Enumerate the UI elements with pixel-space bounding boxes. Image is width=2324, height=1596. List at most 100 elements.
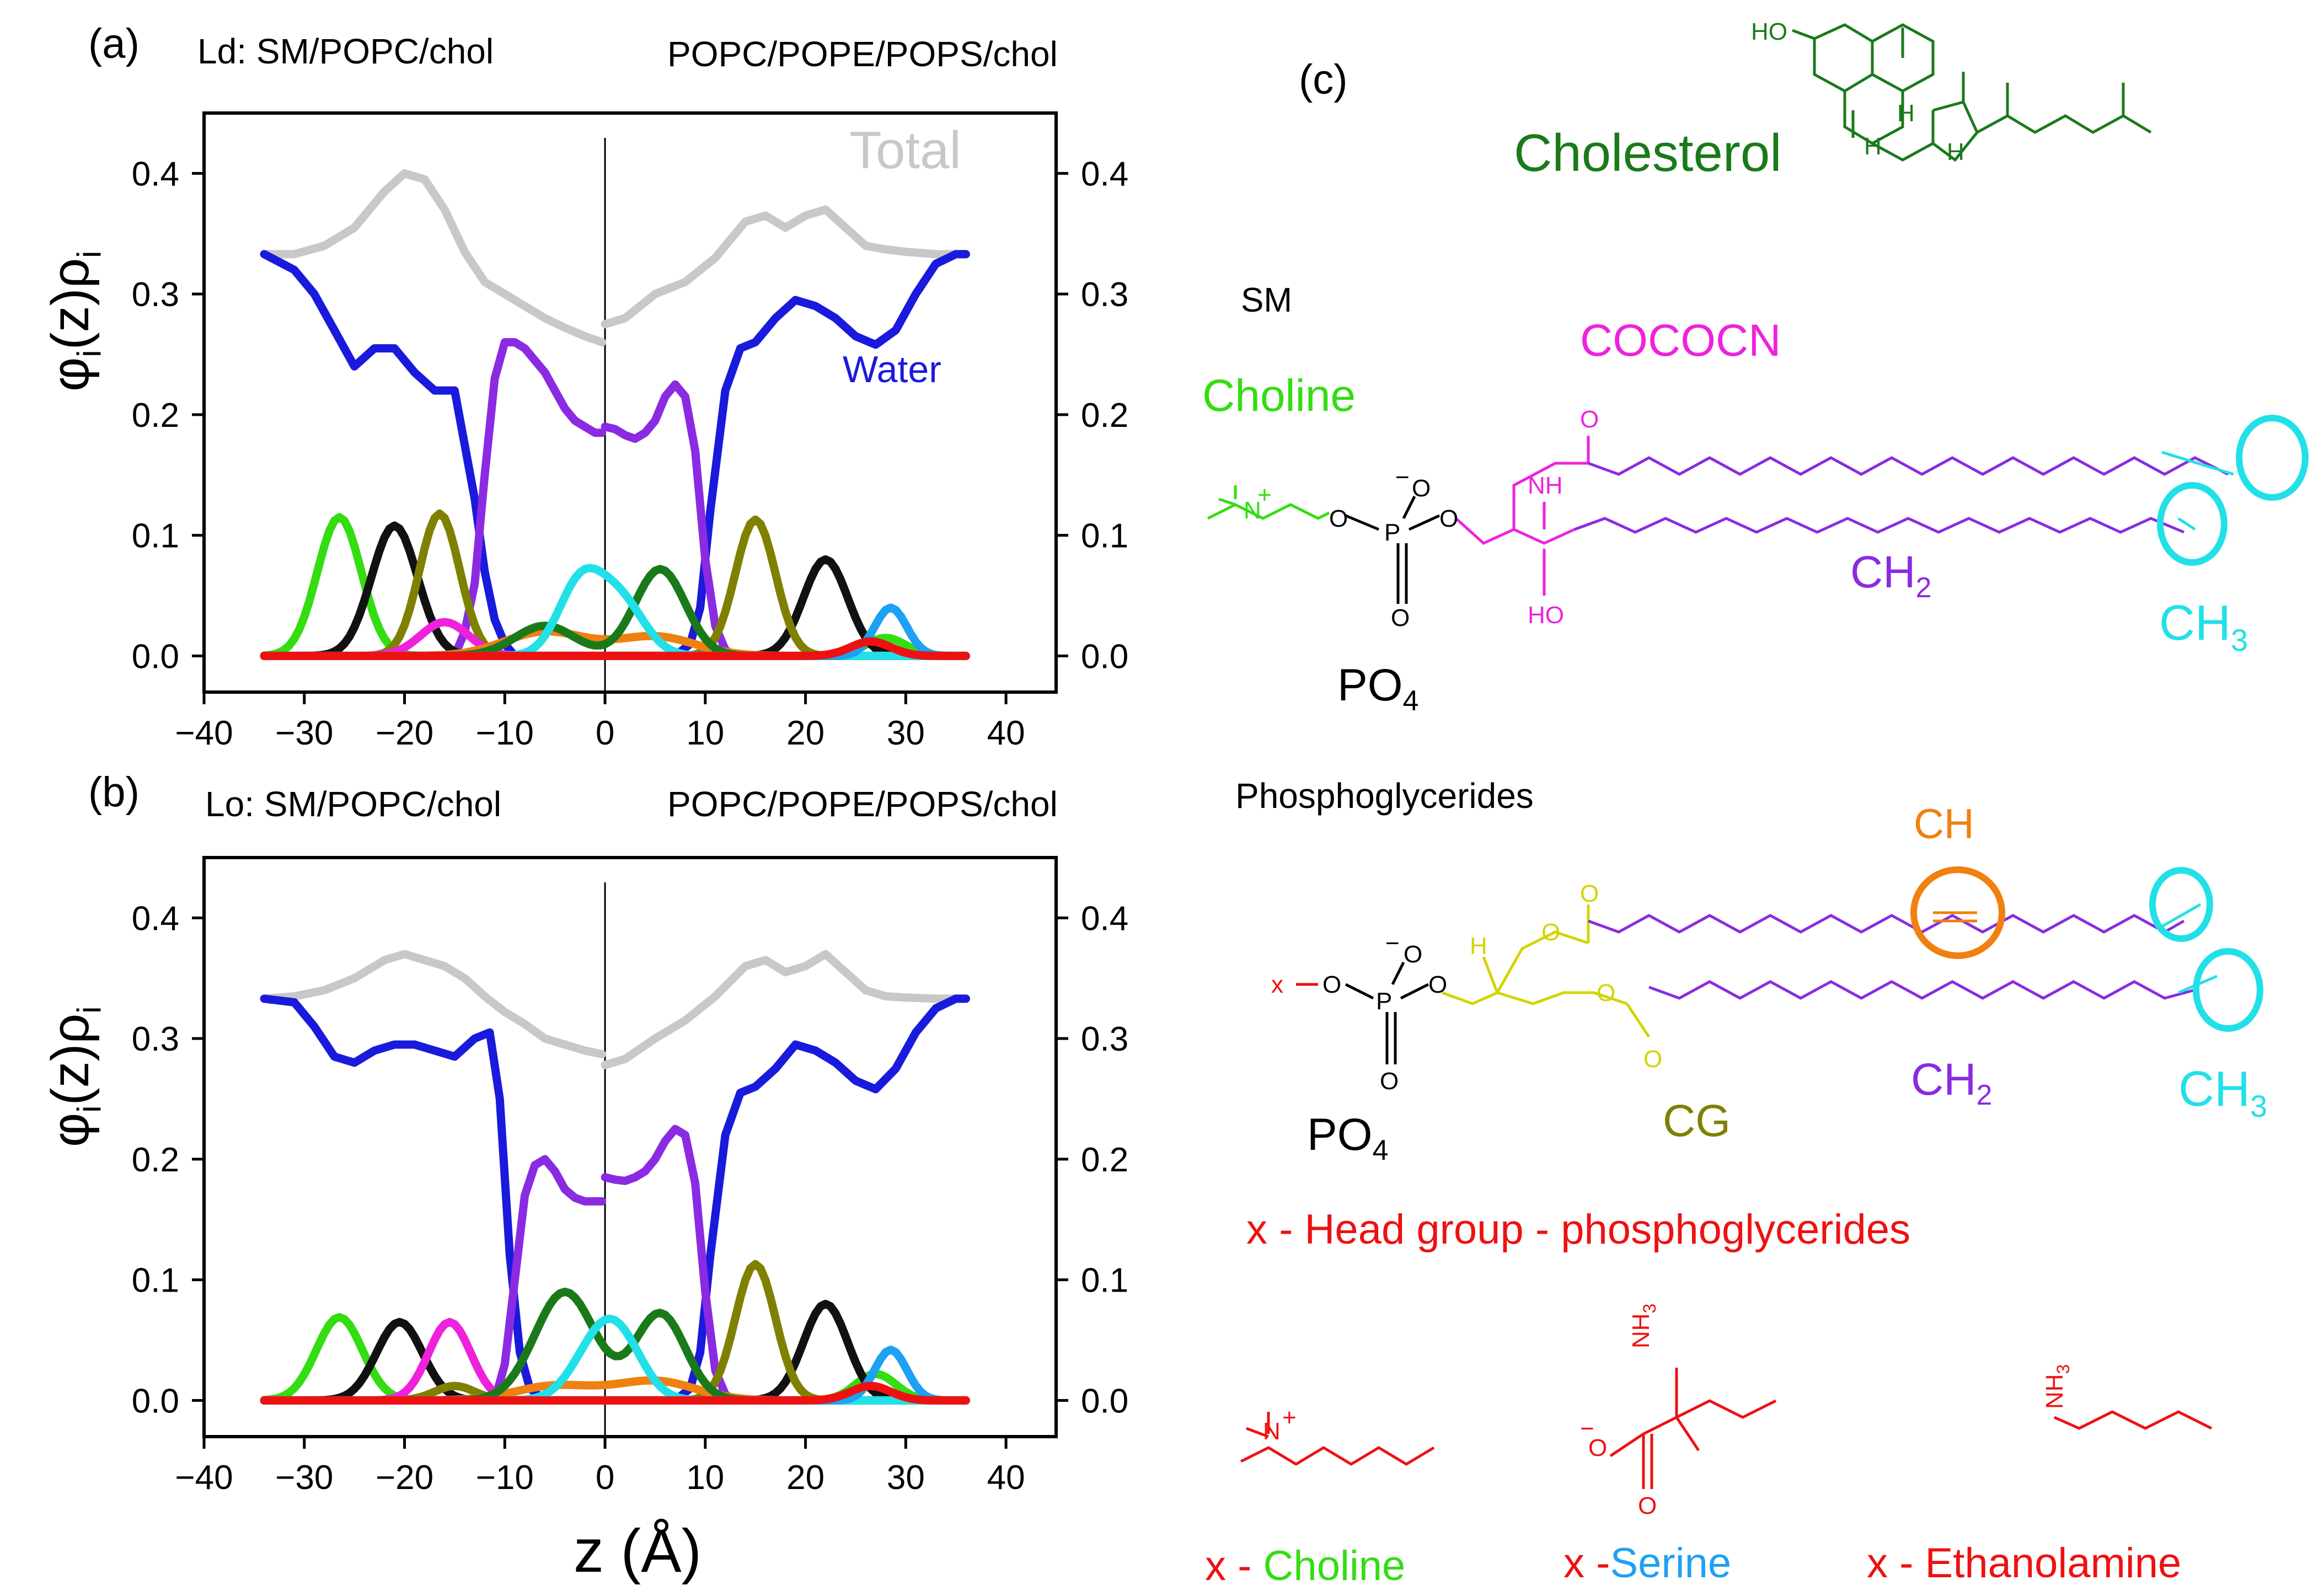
sm-atom-o3: O — [1439, 505, 1458, 532]
y-tick-label-right: 0.4 — [1081, 155, 1128, 193]
pg-po4-label: PO4 — [1307, 1110, 1388, 1166]
y-tick-label-left: 0.1 — [132, 1262, 179, 1300]
sm-atom-o1: O — [1329, 505, 1348, 532]
sm-atom-o4: O — [1391, 604, 1410, 631]
y-tick-label-left: 0.0 — [132, 638, 179, 676]
head-serine-caption: x -Serine — [1563, 1540, 1731, 1587]
y-tick-label-right: 0.2 — [1081, 397, 1128, 435]
sm-ch3-label: CH3 — [2159, 596, 2248, 657]
pg-atom-o6: O — [1580, 880, 1599, 907]
serine-head-atom-nh3: NH3 — [1627, 1304, 1659, 1348]
series-line-water — [601, 994, 970, 1405]
y-tick-label-left: 0.4 — [132, 899, 179, 938]
head-choline-caption: x - Choline — [1205, 1543, 1405, 1589]
panel-c-structures: (c) HO H H H Cholesterol SM Choline COCO… — [1202, 18, 2309, 1589]
panel-b-title-right: POPC/POPE/POPS/chol — [667, 784, 1058, 824]
series-line-ch2 — [490, 1155, 607, 1405]
x-tick-label: −40 — [175, 714, 233, 752]
panel-a-tag: (a) — [88, 20, 140, 67]
pg-atom-o2: O — [1404, 941, 1422, 968]
x-tick-label: 30 — [887, 714, 925, 752]
y-tick-label-right: 0.1 — [1081, 517, 1128, 555]
sm-structure — [1207, 436, 2234, 604]
pg-atom-o4: O — [1380, 1068, 1399, 1095]
y-tick-label-left: 0.4 — [132, 155, 179, 193]
series-line-total — [260, 950, 607, 1059]
panel-a-title-right: POPC/POPE/POPS/chol — [667, 34, 1058, 74]
pg-title: Phosphoglycerides — [1235, 776, 1534, 816]
sm-atom-plus: + — [1257, 481, 1272, 508]
sm-atom-minus: − — [1395, 464, 1410, 491]
pg-atom-x: x — [1271, 971, 1283, 998]
head-ethanolamine-caption: x - Ethanolamine — [1867, 1540, 2181, 1587]
x-tick-label: 20 — [786, 1459, 824, 1497]
x-tick-label: −10 — [476, 1459, 534, 1497]
y-tick-label-right: 0.1 — [1081, 1262, 1128, 1300]
pg-atom-minus: − — [1385, 930, 1400, 957]
y-tick-label-left: 0.3 — [132, 1020, 179, 1058]
cholesterol-structure — [1792, 23, 2152, 162]
pg-ch2-label: CH2 — [1911, 1054, 1992, 1111]
sm-methyl-circle-2 — [2157, 482, 2227, 566]
choline-head-atom-n: N — [1263, 1418, 1281, 1445]
ethanolamine-head-atom-nh3: NH3 — [2041, 1364, 2073, 1409]
pg-methyl-circle-1 — [2149, 867, 2213, 942]
series-line-total — [601, 950, 970, 1069]
sm-cococn-label: COCOCN — [1580, 315, 1781, 366]
panel-b-tag: (b) — [88, 769, 140, 816]
sm-methyl-circle-1 — [2236, 415, 2309, 501]
x-tick-label: 40 — [987, 1459, 1025, 1497]
pg-atom-o8: O — [1643, 1046, 1662, 1073]
pg-atom-p: P — [1376, 988, 1392, 1015]
sm-atom-n: N — [1244, 497, 1261, 524]
cholesterol-atom-h1: H — [1897, 100, 1915, 127]
annotation-total: Total — [849, 121, 961, 180]
pg-atom-h: H — [1470, 933, 1487, 960]
annotation-water: Water — [843, 349, 941, 390]
choline-head-structure — [1240, 1412, 1435, 1466]
pg-methyl-circle-2 — [2193, 948, 2263, 1032]
cholesterol-atom-ho: HO — [1751, 18, 1787, 45]
ethanolamine-head-structure — [2053, 1410, 2213, 1430]
pg-cg-label: CG — [1663, 1096, 1731, 1146]
pg-atom-o3: O — [1428, 971, 1447, 998]
series-line-ch2 — [450, 338, 607, 660]
serine-head-structure — [1609, 1368, 1777, 1489]
serine-head-atom-o2: O — [1638, 1492, 1657, 1519]
y-tick-label-right: 0.0 — [1081, 1382, 1128, 1420]
y-tick-label-left: 0.3 — [132, 276, 179, 314]
y-tick-label-left: 0.1 — [132, 517, 179, 555]
x-tick-label: −10 — [476, 714, 534, 752]
y-tick-label-left: 0.2 — [132, 397, 179, 435]
sm-atom-o2: O — [1412, 475, 1431, 502]
y-tick-label-right: 0.4 — [1081, 899, 1128, 938]
x-tick-label: −30 — [275, 714, 333, 752]
panel-a-ylabel: φi(z)ρi — [41, 251, 108, 392]
choline-head-atom-plus: + — [1282, 1404, 1297, 1431]
pg-atom-o1: O — [1322, 971, 1341, 998]
sm-choline-label: Choline — [1202, 371, 1356, 421]
series-line-total — [260, 169, 607, 347]
x-tick-label: −20 — [376, 714, 433, 752]
cholesterol-label: Cholesterol — [1514, 124, 1782, 183]
cholesterol-atom-h2: H — [1864, 133, 1882, 160]
y-tick-label-left: 0.0 — [132, 1382, 179, 1420]
pg-atom-o5: O — [1541, 919, 1560, 946]
y-tick-label-right: 0.3 — [1081, 1020, 1128, 1058]
panel-a-chart: (a) Ld: SM/POPC/chol POPC/POPE/POPS/chol… — [41, 20, 1128, 752]
cholesterol-atom-h3: H — [1947, 138, 1964, 165]
x-tick-label: 40 — [987, 714, 1025, 752]
x-tick-label: 20 — [786, 714, 824, 752]
pg-ch-label: CH — [1914, 801, 1974, 848]
x-tick-label: −40 — [175, 1459, 233, 1497]
sm-atom-p: P — [1384, 519, 1400, 546]
sm-title: SM — [1241, 281, 1292, 319]
x-tick-label: 0 — [596, 714, 614, 752]
x-tick-label: 10 — [686, 714, 724, 752]
x-tick-label: −30 — [275, 1459, 333, 1497]
panel-b-chart: (b) Lo: SM/POPC/chol POPC/POPE/POPS/chol… — [41, 769, 1128, 1497]
series-line-ch2 — [601, 1124, 740, 1405]
plot-frame — [202, 856, 1058, 1438]
x-tick-label: 10 — [686, 1459, 724, 1497]
